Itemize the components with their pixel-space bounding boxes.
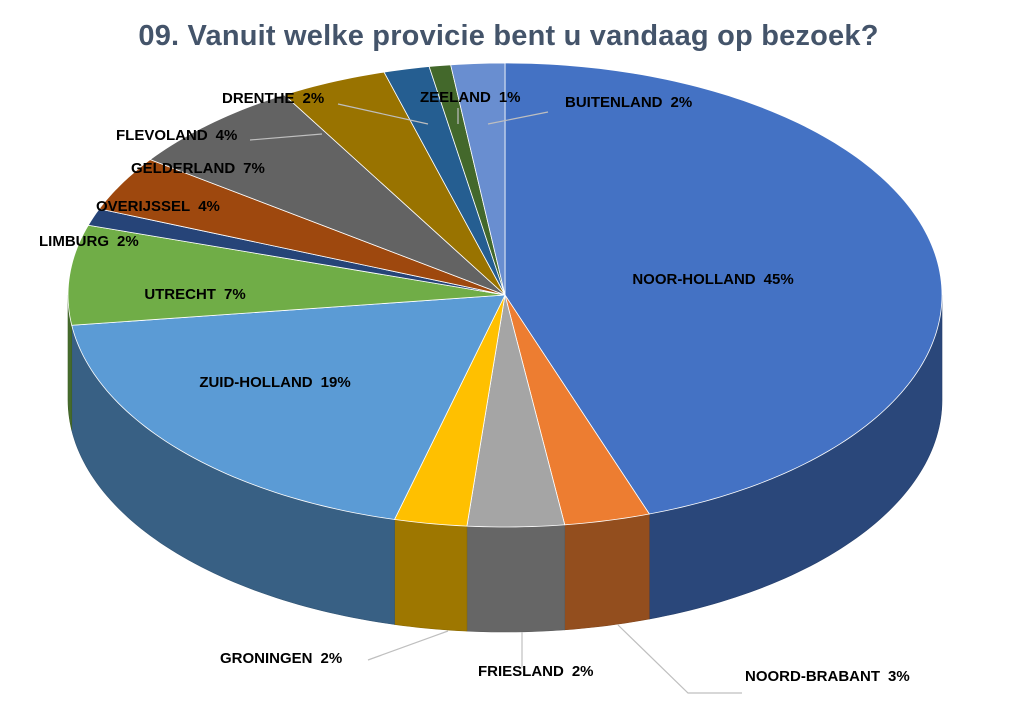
slice-label-limburg: LIMBURG 2% — [39, 233, 139, 250]
slice-labels: NOOR-HOLLAND 45% NOORD-BRABANT 3% FRIESLAND 2… — [39, 89, 910, 685]
chart-title: 09. Vanuit welke provicie bent u vandaag… — [138, 20, 879, 52]
slice-gelderland — [149, 94, 506, 296]
slice-utrecht — [67, 224, 506, 326]
slice-buitenland — [450, 62, 506, 296]
slice-flevoland — [283, 71, 506, 296]
slice-drenthe — [383, 66, 506, 296]
slice-label-flevoland: FLEVOLAND 4% — [116, 127, 237, 144]
slice-zuid-holland — [71, 294, 506, 520]
leader-line-drenthe — [337, 103, 429, 125]
pie-sides — [67, 294, 943, 633]
pie-tops — [67, 62, 943, 528]
slice-friesland — [466, 294, 566, 528]
leader-line-buitenland — [487, 111, 549, 125]
slice-overijssel — [98, 159, 506, 296]
slice-label-overijssel: OVERIJSSEL 4% — [96, 198, 220, 215]
leader-line-groningen — [367, 630, 449, 661]
slice-noor-holland — [504, 62, 943, 515]
slice-label-gelderland: GELDERLAND 7% — [131, 160, 265, 177]
slice-side-friesland — [466, 524, 566, 633]
slice-label-buitenland: BUITENLAND 2% — [565, 94, 692, 111]
leader-lines — [249, 103, 742, 694]
slice-label-utrecht: UTRECHT 7% — [144, 286, 245, 303]
slice-groningen — [393, 294, 506, 527]
slice-noord-brabant — [504, 294, 650, 526]
leader-line-flevoland — [249, 133, 323, 141]
slice-label-friesland: FRIESLAND 2% — [478, 663, 594, 680]
slice-label-zeeland: ZEELAND 1% — [420, 89, 521, 106]
slice-label-noord-brabant: NOORD-BRABANT 3% — [745, 668, 910, 685]
slice-label-zuid-holland: ZUID-HOLLAND 19% — [199, 374, 350, 391]
slice-side-noord-brabant — [564, 513, 650, 631]
slice-label-noor-holland: NOOR-HOLLAND 45% — [632, 271, 793, 288]
leader-line-noord-brabant — [617, 624, 742, 694]
slice-side-groningen — [394, 519, 468, 632]
slice-label-groningen: GRONINGEN 2% — [220, 650, 342, 667]
slice-label-drenthe: DRENTHE 2% — [222, 90, 324, 107]
